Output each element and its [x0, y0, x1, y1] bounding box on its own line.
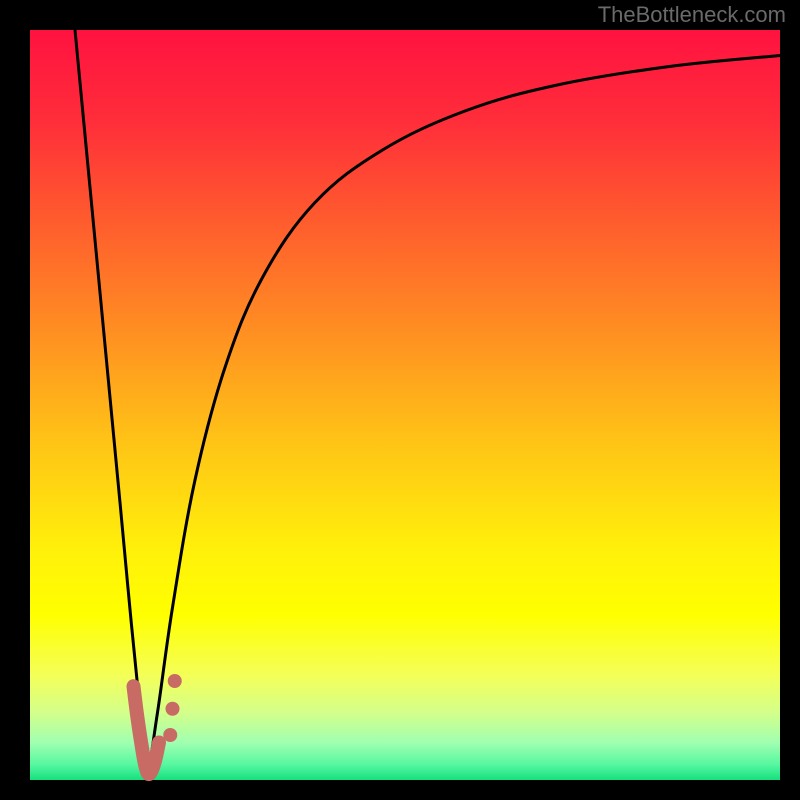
bottleneck-curve	[75, 30, 780, 776]
chart-plot-area	[30, 30, 780, 780]
watermark-text: TheBottleneck.com	[598, 2, 786, 28]
marker-dot	[168, 674, 182, 688]
marker-dots-group	[163, 674, 182, 742]
chart-svg-layer	[30, 30, 780, 780]
marker-dot	[163, 728, 177, 742]
chart-root: { "canvas": { "width": 800, "height": 80…	[0, 0, 800, 800]
marker-dot	[166, 702, 180, 716]
